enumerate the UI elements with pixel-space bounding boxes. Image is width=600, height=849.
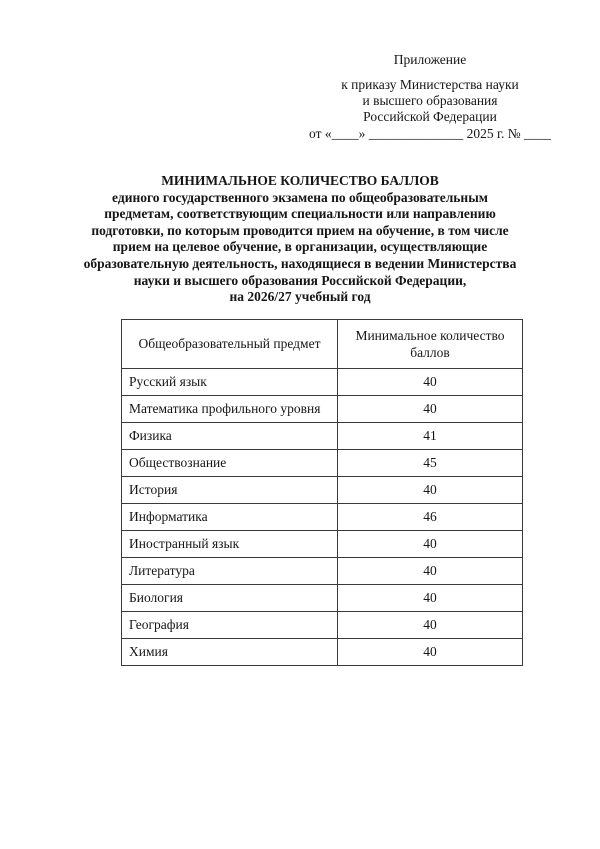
score-cell: 40 — [337, 394, 523, 423]
subject-cell: Математика профильного уровня — [121, 394, 338, 423]
title-line: МИНИМАЛЬНОЕ КОЛИЧЕСТВО БАЛЛОВ — [161, 173, 439, 188]
score-cell: 40 — [337, 529, 523, 558]
subject-cell: Химия — [121, 637, 338, 666]
subject-cell: Информатика — [121, 502, 338, 531]
title-line: науки и высшего образования Российской Ф… — [133, 272, 467, 288]
score-cell: 40 — [337, 367, 523, 396]
score-column-header: Минимальное количество баллов — [337, 318, 523, 369]
subject-cell: Литература — [121, 556, 338, 585]
title-line: образовательную деятельность, находящиес… — [83, 255, 517, 271]
title-line: подготовки, по которым проводится прием … — [91, 222, 509, 238]
appendix-label: Приложение — [393, 52, 467, 67]
subject-cell: Иностранный язык — [121, 529, 338, 558]
order-reference-line: и высшего образования — [362, 93, 498, 108]
score-cell: 40 — [337, 556, 523, 585]
title-line: прием на целевое обучение, в организации… — [112, 239, 488, 255]
score-cell: 46 — [337, 502, 523, 531]
title-line: на 2026/27 учебный год — [229, 289, 371, 305]
table-row: Обществознание 45 — [121, 448, 523, 477]
score-cell: 41 — [337, 421, 523, 450]
score-cell: 40 — [337, 475, 523, 504]
table-row: Физика 41 — [121, 421, 523, 450]
table-row: Химия 40 — [121, 637, 523, 666]
subject-column-header: Общеобразовательный предмет — [121, 318, 338, 369]
appendix-header: Приложение к приказу Министерства науки … — [304, 52, 556, 142]
subject-cell: Русский язык — [121, 367, 338, 396]
subject-cell: География — [121, 610, 338, 639]
table-row: География 40 — [121, 610, 523, 639]
subject-cell: Физика — [121, 421, 338, 450]
subject-cell: История — [121, 475, 338, 504]
table-row: Биология 40 — [121, 583, 523, 612]
document-title: МИНИМАЛЬНОЕ КОЛИЧЕСТВО БАЛЛОВ единого го… — [48, 173, 552, 306]
subject-cell: Биология — [121, 583, 338, 612]
score-cell: 40 — [337, 583, 523, 612]
score-cell: 40 — [337, 610, 523, 639]
score-cell: 40 — [337, 637, 523, 666]
subjects-table-body: Русский язык 40 Математика профильного у… — [121, 367, 523, 666]
subject-cell: Обществознание — [121, 448, 338, 477]
table-row: Информатика 46 — [121, 502, 523, 531]
table-row: История 40 — [121, 475, 523, 504]
table-row: Иностранный язык 40 — [121, 529, 523, 558]
table-header-row: Общеобразовательный предмет Минимальное … — [121, 318, 523, 369]
title-line: предметам, соответствующим специальности… — [104, 206, 496, 222]
table-row: Литература 40 — [121, 556, 523, 585]
order-reference-line: Российской Федерации — [363, 109, 497, 124]
table-row: Математика профильного уровня 40 — [121, 394, 523, 423]
min-scores-table: Общеобразовательный предмет Минимальное … — [121, 318, 523, 666]
order-reference-line: к приказу Министерства науки — [341, 77, 519, 92]
title-line: единого государственного экзамена по общ… — [112, 189, 488, 205]
order-date-number-line: от «____» ______________ 2025 г. № ____ — [309, 126, 551, 141]
score-cell: 45 — [337, 448, 523, 477]
table-row: Русский язык 40 — [121, 367, 523, 396]
